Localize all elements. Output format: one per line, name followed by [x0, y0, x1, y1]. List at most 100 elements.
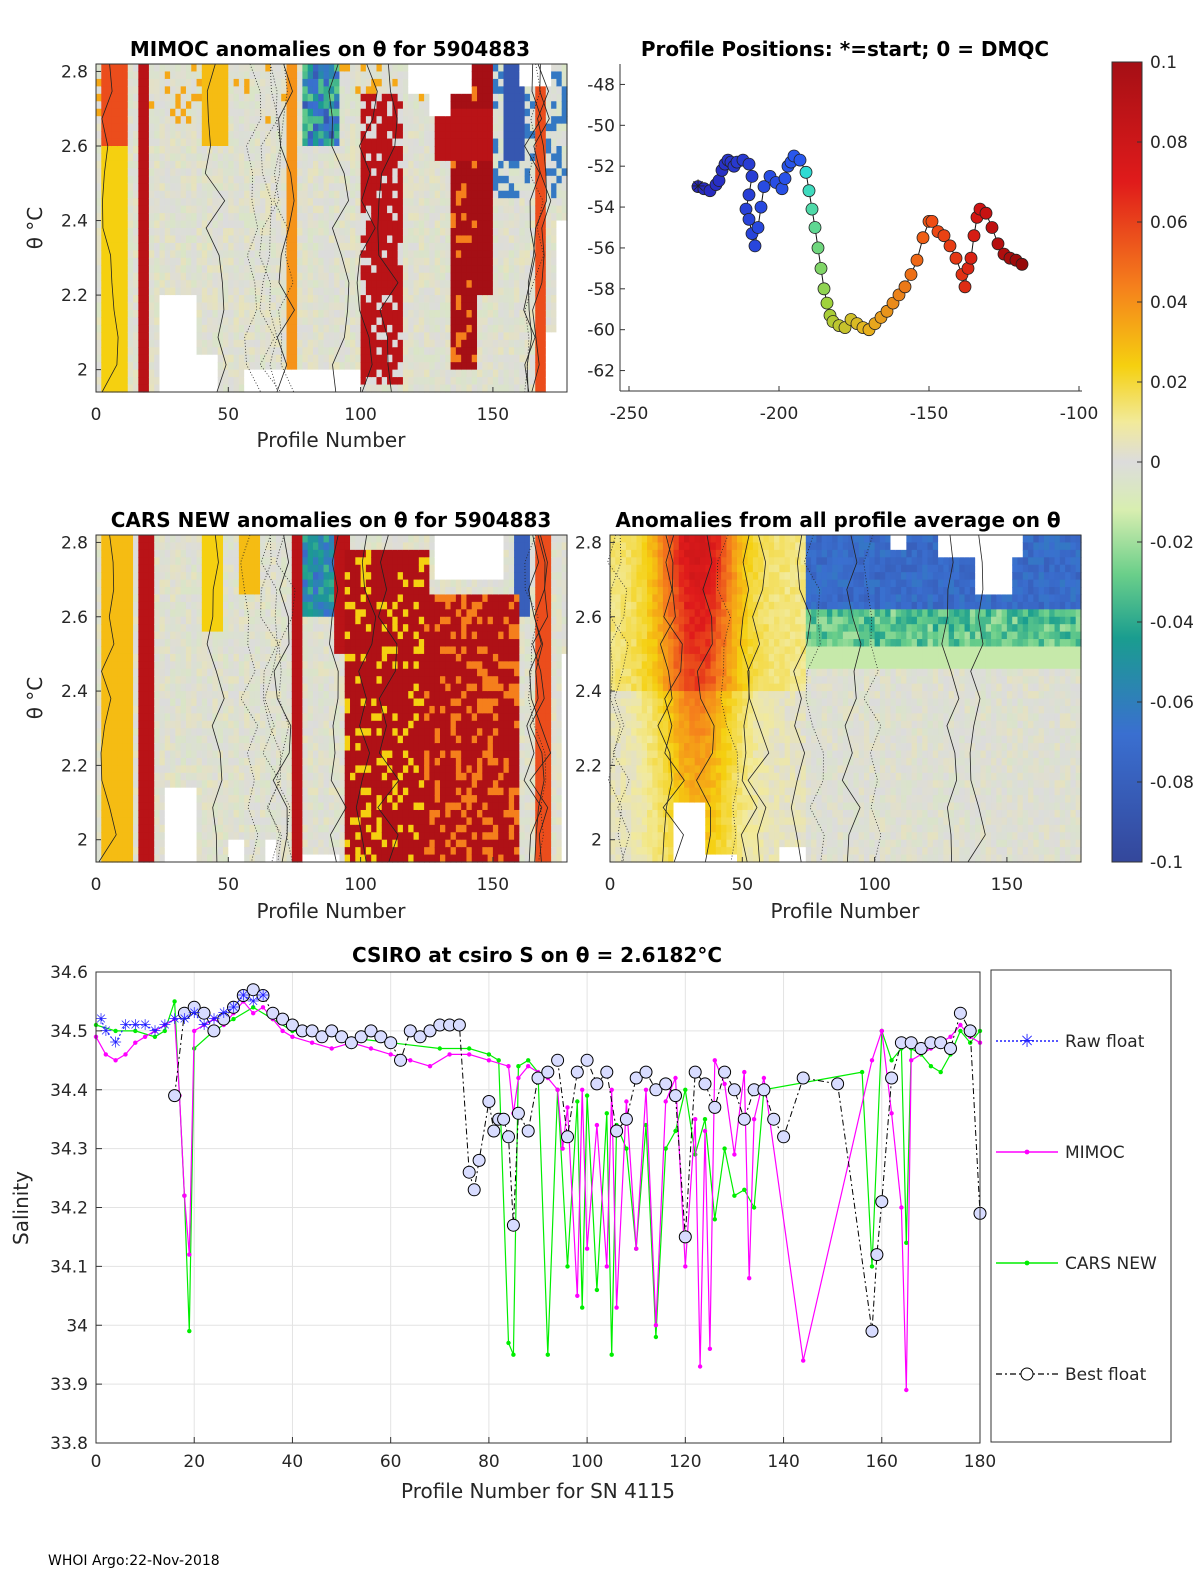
- heatmap-cell: [138, 78, 145, 87]
- heatmap-cell: [477, 369, 483, 378]
- heatmap-cell: [101, 183, 108, 192]
- heatmap-cell: [180, 183, 187, 192]
- heatmap-cell: [106, 743, 113, 752]
- heatmap-cell: [492, 369, 499, 378]
- heatmap-cell: [106, 572, 113, 581]
- heatmap-cell: [170, 354, 176, 363]
- heatmap-cell: [281, 205, 288, 214]
- heatmap-cell: [524, 250, 531, 259]
- heatmap-cell: [154, 601, 161, 610]
- heatmap-cell: [164, 728, 171, 737]
- heatmap-cell: [111, 549, 118, 558]
- heatmap-cell: [143, 272, 150, 281]
- heatmap-cell: [471, 146, 478, 155]
- heatmap-cell: [133, 624, 139, 633]
- heatmap-cell: [117, 250, 124, 259]
- heatmap-cell: [270, 71, 277, 80]
- heatmap-cell: [297, 220, 303, 229]
- heatmap-cell: [201, 272, 208, 281]
- heatmap-cell: [148, 250, 155, 259]
- heatmap-cell: [540, 235, 547, 244]
- heatmap-cell: [164, 824, 171, 833]
- heatmap-cell: [217, 153, 224, 162]
- heatmap-cell: [275, 190, 282, 199]
- heatmap-cell: [101, 250, 108, 259]
- heatmap-cell: [164, 549, 171, 558]
- heatmap-cell: [466, 116, 473, 125]
- heatmap-cell: [492, 265, 499, 274]
- heatmap-cell: [201, 93, 208, 102]
- heatmap-cell: [514, 324, 520, 333]
- heatmap-cell: [148, 646, 155, 655]
- heatmap-cell: [148, 639, 155, 648]
- heatmap-cell: [117, 272, 124, 281]
- heatmap-cell: [138, 362, 145, 371]
- heatmap-cell: [334, 257, 341, 266]
- heatmap-cell: [551, 287, 558, 296]
- heatmap-cell: [355, 138, 362, 147]
- heatmap-cell: [180, 743, 187, 752]
- heatmap-cell: [529, 272, 536, 281]
- heatmap-cell: [111, 698, 118, 707]
- heatmap-cell: [297, 280, 303, 289]
- heatmap-cell: [355, 220, 362, 229]
- heatmap-cell: [122, 332, 129, 341]
- heatmap-cell: [281, 302, 288, 311]
- heatmap-cell: [350, 377, 356, 386]
- heatmap-cell: [164, 101, 171, 110]
- heatmap-cell: [545, 250, 552, 259]
- heatmap-cell: [455, 183, 462, 192]
- heatmap-cell: [445, 153, 452, 162]
- heatmap-cell: [164, 377, 171, 386]
- heatmap-cell: [133, 168, 139, 177]
- heatmap-cell: [201, 572, 208, 581]
- heatmap-cell: [471, 93, 478, 102]
- heatmap-cell: [477, 198, 483, 207]
- heatmap-cell: [270, 175, 277, 184]
- heatmap-cell: [191, 609, 198, 618]
- heatmap-cell: [339, 310, 346, 319]
- heatmap-cell: [318, 190, 325, 199]
- heatmap-cell: [376, 108, 383, 117]
- heatmap-cell: [191, 250, 198, 259]
- heatmap-cell: [344, 146, 351, 155]
- heatmap-cell: [551, 64, 558, 73]
- heatmap-cell: [402, 205, 409, 214]
- heatmap-cell: [244, 384, 251, 393]
- heatmap-cell: [461, 101, 468, 110]
- heatmap-cell: [233, 116, 240, 125]
- heatmap-cell: [238, 265, 245, 274]
- heatmap-cell: [413, 324, 420, 333]
- heatmap-cell: [122, 86, 129, 95]
- heatmap-cell: [365, 168, 372, 177]
- heatmap-cell: [466, 71, 473, 80]
- heatmap-cell: [387, 93, 393, 102]
- heatmap-cell: [127, 809, 134, 819]
- heatmap-cell: [455, 116, 462, 125]
- heatmap-cell: [318, 198, 325, 207]
- heatmap-cell: [175, 123, 182, 132]
- heatmap-cell: [175, 205, 182, 214]
- heatmap-cell: [466, 302, 473, 311]
- heatmap-cell: [164, 839, 171, 848]
- heatmap-cell: [339, 183, 346, 192]
- heatmap-cell: [233, 272, 240, 281]
- heatmap-cell: [418, 377, 425, 386]
- heatmap-cell: [402, 123, 409, 132]
- heatmap-cell: [529, 160, 536, 169]
- heatmap-cell: [445, 198, 452, 207]
- heatmap-cell: [201, 347, 208, 356]
- heatmap-cell: [180, 220, 187, 229]
- heatmap-cell: [207, 572, 214, 581]
- heatmap-cell: [191, 839, 198, 848]
- heatmap-cell: [524, 86, 531, 95]
- heatmap-cell: [180, 661, 187, 670]
- heatmap-cell: [439, 78, 446, 87]
- heatmap-cell: [339, 362, 346, 371]
- heatmap-cell: [408, 93, 415, 102]
- heatmap-cell: [148, 772, 155, 781]
- heatmap-cell: [164, 168, 171, 177]
- heatmap-cell: [434, 190, 441, 199]
- heatmap-cell: [101, 362, 108, 371]
- heatmap-cell: [371, 302, 378, 311]
